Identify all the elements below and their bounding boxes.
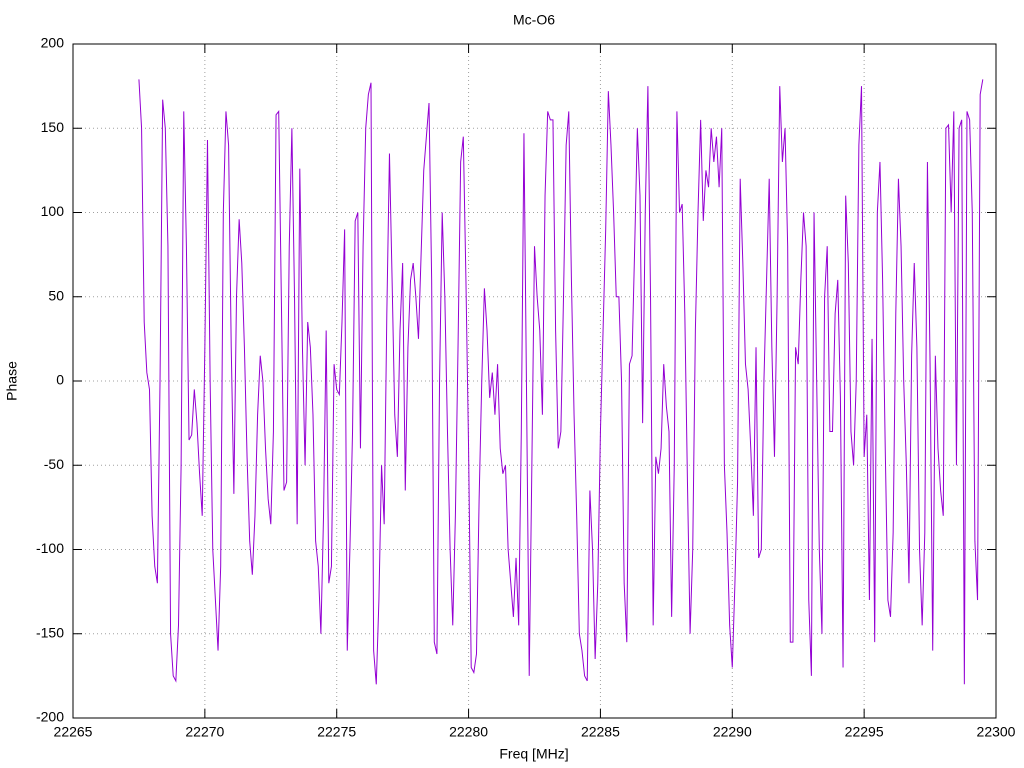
x-tick-label: 22270: [185, 724, 224, 740]
x-tick-label: 22265: [54, 724, 93, 740]
data-line: [138, 79, 984, 685]
y-tick-label: 100: [41, 203, 65, 219]
y-tick-label: -100: [36, 540, 64, 556]
y-tick-label: -50: [44, 456, 64, 472]
x-axis-label: Freq [MHz]: [499, 746, 568, 762]
chart-title: Mc-O6: [513, 12, 555, 28]
y-tick-label: -150: [36, 624, 64, 640]
x-tick-label: 22280: [449, 724, 488, 740]
x-tick-label: 22275: [317, 724, 356, 740]
x-tick-label: 22295: [845, 724, 884, 740]
y-tick-label: -200: [36, 709, 64, 725]
y-axis-label: Phase: [4, 361, 20, 401]
y-tick-label: 0: [56, 372, 64, 388]
x-tick-label: 22290: [713, 724, 752, 740]
plot-border: [72, 43, 997, 719]
y-tick-label: 50: [48, 287, 64, 303]
x-tick-label: 22300: [977, 724, 1016, 740]
y-tick-label: 200: [41, 35, 65, 51]
x-tick-label: 22285: [581, 724, 620, 740]
y-tick-label: 150: [41, 119, 65, 135]
